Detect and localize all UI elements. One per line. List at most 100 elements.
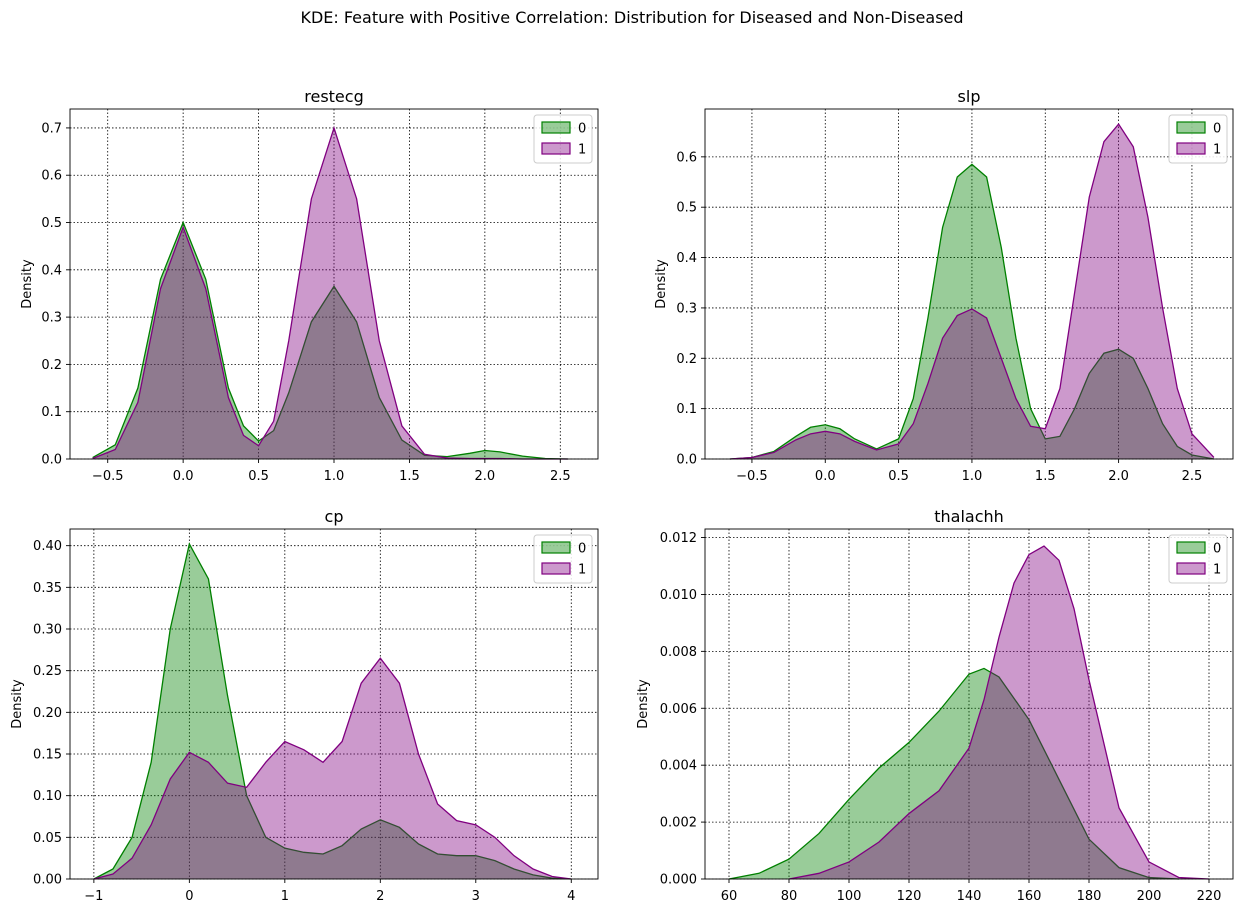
legend-swatch-class-0: [1176, 121, 1206, 134]
x-tick-label: 120: [897, 889, 922, 904]
legend-box: [1168, 114, 1228, 164]
x-tick-label: 0: [185, 889, 193, 904]
x-tick-label: 140: [957, 889, 982, 904]
y-tick-label: 0.008: [660, 645, 697, 660]
legend-label: 1: [578, 563, 586, 578]
legend-box: [533, 534, 593, 584]
kde-line-class-1: [729, 123, 1215, 460]
subplot-cp: −1 0 1 2 3 40.000.050.100.150.200.250.300.350…: [10, 507, 599, 904]
kde-area-class-0: [729, 668, 1179, 879]
subplot-title: cp: [325, 507, 344, 526]
y-tick-label: 0.4: [676, 251, 697, 266]
x-tick-label: 60: [721, 889, 738, 904]
y-tick-label: 0.006: [660, 702, 697, 717]
x-tick-label: 2.0: [1108, 469, 1129, 484]
kde-area-class-0: [729, 164, 1214, 459]
legend-swatch-class-1: [1176, 142, 1206, 155]
kde-area-class-1: [789, 546, 1209, 879]
y-tick-label: 0.2: [41, 358, 62, 373]
legend-label: 1: [578, 143, 586, 158]
kde-line-class-1: [788, 545, 1210, 880]
kde-line-class-0: [93, 542, 572, 880]
y-tick-label: 0.002: [660, 816, 697, 831]
x-tick-label: 2.5: [1182, 469, 1203, 484]
y-tick-label: 0.000: [660, 873, 697, 888]
x-tick-label: 220: [1197, 889, 1222, 904]
kde-area-class-1: [92, 127, 568, 460]
y-tick-label: 0.7: [41, 121, 62, 136]
legend-label: 0: [1213, 542, 1221, 557]
legend-label: 0: [578, 122, 586, 137]
y-tick-label: 0.5: [676, 201, 697, 216]
y-tick-label: 0.1: [41, 405, 62, 420]
kde-line-class-0: [728, 667, 1180, 880]
x-tick-label: 0.0: [173, 469, 194, 484]
y-axis-label: Density: [10, 679, 25, 729]
y-tick-label: 0.00: [33, 873, 62, 888]
legend-label: 0: [578, 542, 586, 557]
y-tick-label: 0.30: [33, 623, 62, 638]
kde-line-class-1: [93, 657, 572, 880]
y-axis-label: Density: [654, 259, 669, 309]
y-tick-label: 0.4: [41, 263, 62, 278]
y-tick-label: 0.3: [676, 301, 697, 316]
x-tick-label: 2: [376, 889, 384, 904]
legend: 01: [1168, 114, 1228, 164]
y-tick-label: 0.40: [33, 539, 62, 554]
y-tick-label: 0.25: [33, 664, 62, 679]
legend: 01: [533, 534, 593, 584]
subplot-thalachh: 60 80 100 120 140 160 180 200 220 0.000 0.002 0.004…: [636, 507, 1234, 904]
y-tick-label: 0.012: [660, 531, 697, 546]
legend-label: 0: [1213, 122, 1221, 137]
kde-line-class-0: [92, 220, 568, 460]
legend-box: [1168, 534, 1228, 584]
figure-suptitle: KDE: Feature with Positive Correlation: …: [300, 8, 963, 27]
x-tick-label: 1.0: [324, 469, 345, 484]
legend-swatch-class-1: [541, 562, 571, 575]
y-tick-label: 0.3: [41, 311, 62, 326]
legend: 01: [533, 114, 593, 164]
x-tick-label: 2.0: [475, 469, 496, 484]
x-tick-label: 1.0: [962, 469, 983, 484]
kde-line-class-1: [92, 125, 568, 460]
x-tick-label: −0.5: [736, 469, 768, 484]
y-tick-label: 0.6: [676, 150, 697, 165]
x-tick-label: 1: [281, 889, 289, 904]
x-tick-label: 100: [837, 889, 862, 904]
y-tick-label: 0.2: [676, 352, 697, 367]
legend-swatch-class-1: [541, 142, 571, 155]
subplot-title: restecg: [304, 87, 363, 106]
subplot-slp: −0.5 0.0 0.5 1.0 1.5 2.0 2.5 0.0 0.1 0.2 0.3 0.4 0.5…: [654, 87, 1234, 484]
y-tick-label: 0.004: [660, 759, 697, 774]
y-tick-label: 0.6: [41, 169, 62, 184]
y-tick-label: 0.05: [33, 831, 62, 846]
kde-area-class-1: [93, 658, 572, 879]
subplot-restecg: −0.5 0.0 0.5 1.0 1.5 2.0 2.5 0.0 0.1 0.2 0.3 0.4 0.5…: [20, 87, 599, 484]
x-tick-label: 0.5: [888, 469, 909, 484]
y-tick-label: 0.15: [33, 748, 62, 763]
x-tick-label: 80: [781, 889, 798, 904]
x-tick-label: −0.5: [92, 469, 124, 484]
legend-swatch-class-0: [541, 541, 571, 554]
subplot-title: slp: [958, 87, 981, 106]
legend: 01: [1168, 534, 1228, 584]
x-tick-label: 0.0: [815, 469, 836, 484]
y-tick-label: 0.35: [33, 581, 62, 596]
y-tick-label: 0.5: [41, 216, 62, 231]
x-tick-label: 200: [1137, 889, 1162, 904]
x-tick-label: 160: [1017, 889, 1042, 904]
x-tick-label: −1: [84, 889, 103, 904]
kde-line-class-0: [729, 163, 1215, 460]
y-axis-label: Density: [20, 259, 35, 309]
x-tick-label: 2.5: [550, 469, 571, 484]
y-tick-label: 0.0: [41, 453, 62, 468]
subplot-title: thalachh: [934, 507, 1004, 526]
y-tick-label: 0.0: [676, 453, 697, 468]
x-tick-label: 0.5: [248, 469, 269, 484]
x-tick-label: 1.5: [1035, 469, 1056, 484]
y-tick-label: 0.1: [676, 402, 697, 417]
y-tick-label: 0.10: [33, 789, 62, 804]
kde-area-class-0: [92, 222, 568, 459]
kde-area-class-1: [729, 124, 1214, 460]
